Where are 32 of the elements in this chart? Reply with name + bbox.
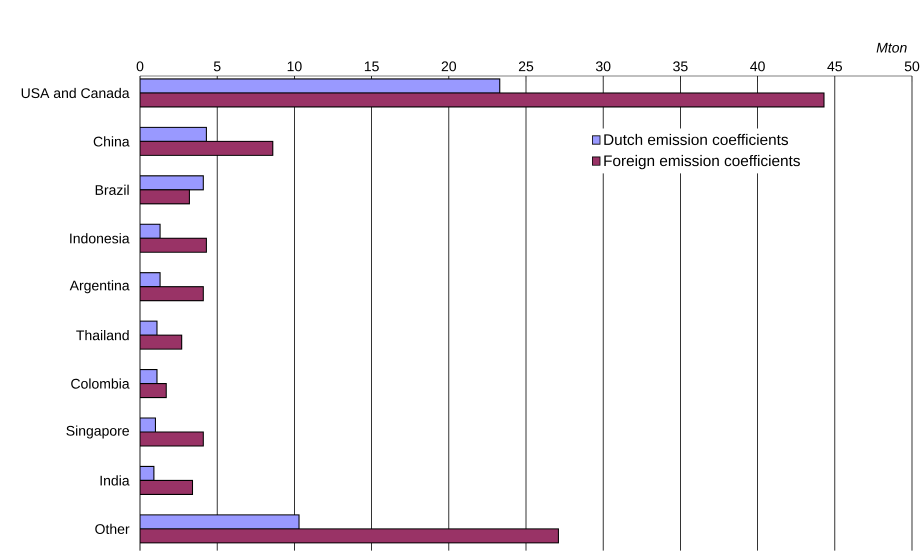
x-tick-label: 0 [136, 61, 144, 72]
bar [140, 140, 274, 156]
bar [140, 189, 190, 204]
bar [140, 92, 825, 108]
y-tick-label: India [100, 475, 130, 486]
bar [140, 334, 182, 350]
y-tick-label: USA and Canada [22, 88, 130, 98]
x-tick-label: 15 [364, 62, 379, 72]
y-tick-label: Colombia [71, 378, 130, 389]
y-tick-label: Argentina [70, 280, 130, 294]
bar [140, 286, 204, 302]
y-tick-label: Indonesia [70, 233, 130, 244]
legend-label: Foreign emission coefficients [604, 154, 800, 170]
x-tick-label: 5 [214, 62, 221, 72]
x-axis-title: Mton [876, 42, 907, 53]
y-tick-label: Thailand [76, 330, 129, 340]
x-tick-label: 25 [518, 61, 534, 72]
x-tick-label: 50 [904, 61, 920, 72]
y-tick-label: Brazil [96, 184, 129, 195]
x-tick-label: 35 [673, 61, 688, 72]
x-tick-label: 30 [596, 61, 610, 72]
bar [140, 528, 559, 544]
x-tick-label: 20 [442, 61, 456, 72]
legend-label: Dutch emission coefficients [604, 134, 788, 146]
x-tick-label: 45 [827, 62, 842, 72]
y-tick-label: China [94, 136, 130, 147]
bar [140, 431, 204, 447]
y-tick-label: Other [95, 524, 130, 534]
x-tick-label: 40 [750, 61, 765, 72]
y-tick-label: Singapore [66, 425, 129, 439]
x-tick-label: 10 [288, 61, 302, 72]
bar [140, 480, 194, 495]
